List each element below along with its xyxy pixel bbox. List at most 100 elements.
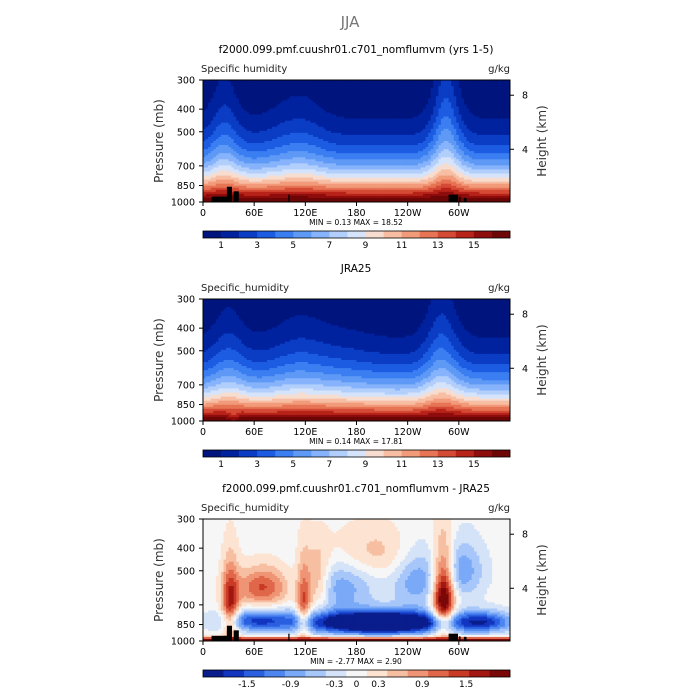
heatmap-cell <box>399 86 403 89</box>
heatmap-cell <box>264 104 268 107</box>
heatmap-cell <box>399 82 403 85</box>
heatmap-cell <box>226 82 229 85</box>
heatmap-cell <box>295 88 299 91</box>
heatmap-cell <box>453 86 457 89</box>
heatmap-cell <box>402 102 406 105</box>
heatmap-cell <box>376 100 380 103</box>
heatmap-cell <box>272 84 276 87</box>
heatmap-cell <box>369 88 373 91</box>
heatmap-cell <box>394 102 398 105</box>
heatmap-cell <box>456 86 460 89</box>
heatmap-cell <box>384 102 388 105</box>
heatmap-cell <box>417 86 421 89</box>
heatmap-cell <box>274 82 278 85</box>
heatmap-cell <box>351 96 355 99</box>
heatmap-cell <box>456 96 460 99</box>
heatmap-cell <box>341 92 345 95</box>
units-label: g/kg <box>488 64 510 75</box>
heatmap-cell <box>236 104 240 107</box>
heatmap-cell <box>238 90 242 93</box>
heatmap-cell <box>313 100 316 103</box>
heatmap-cell <box>379 80 383 83</box>
heatmap-cell <box>261 94 265 97</box>
heatmap-cell <box>269 84 273 87</box>
heatmap-cell <box>205 108 209 111</box>
heatmap-cell <box>274 88 278 91</box>
heatmap-cell <box>356 84 360 87</box>
heatmap-cell <box>466 88 470 91</box>
heatmap-cell <box>405 80 409 83</box>
heatmap-cell <box>382 90 386 93</box>
heatmap-cell <box>489 90 493 93</box>
heatmap-cell <box>341 106 345 109</box>
heatmap-cell <box>423 108 426 111</box>
heatmap-cell <box>433 106 437 109</box>
heatmap-cell <box>353 108 357 111</box>
heatmap-cell <box>264 108 268 111</box>
heatmap-cell <box>394 100 398 103</box>
heatmap-cell <box>282 84 286 87</box>
heatmap-cell <box>307 90 311 93</box>
heatmap-cell <box>486 90 490 93</box>
heatmap-cell <box>502 86 506 89</box>
heatmap-cell <box>410 80 414 83</box>
heatmap-cell <box>399 100 403 103</box>
heatmap-cell <box>259 102 263 105</box>
heatmap-cell <box>251 106 255 109</box>
heatmap-cell <box>325 94 329 97</box>
heatmap-cell <box>220 98 224 101</box>
heatmap-cell <box>295 106 299 109</box>
heatmap-cell <box>289 102 293 105</box>
heatmap-cell <box>397 82 401 85</box>
heatmap-cell <box>282 92 286 95</box>
heatmap-cell <box>466 100 470 103</box>
heatmap-cell <box>238 88 242 91</box>
heatmap-cell <box>428 100 432 103</box>
heatmap-cell <box>461 104 465 107</box>
heatmap-cell <box>330 96 334 99</box>
heatmap-cell <box>346 96 350 99</box>
heatmap-cell <box>274 96 278 99</box>
heatmap-cell <box>203 92 206 95</box>
heatmap-cell <box>461 108 465 111</box>
heatmap-cell <box>338 102 342 105</box>
heatmap-cell <box>292 100 296 103</box>
heatmap-cell <box>453 102 457 105</box>
heatmap-cell <box>266 90 270 93</box>
heatmap-cell <box>425 82 429 85</box>
heatmap-cell <box>397 92 401 95</box>
heatmap-cell <box>228 100 232 103</box>
heatmap-cell <box>246 100 250 103</box>
heatmap-cell <box>264 84 268 87</box>
heatmap-cell <box>471 94 475 97</box>
heatmap-cell <box>397 106 401 109</box>
heatmap-cell <box>208 82 212 85</box>
heatmap-cell <box>305 104 309 107</box>
heatmap-cell <box>374 96 378 99</box>
heatmap-cell <box>348 90 352 93</box>
heatmap-cell <box>428 82 432 85</box>
heatmap-cell <box>330 90 334 93</box>
heatmap-cell <box>481 92 485 95</box>
heatmap-cell <box>492 100 496 103</box>
heatmap-cell <box>289 92 293 95</box>
heatmap-cell <box>476 100 480 103</box>
heatmap-cell <box>502 82 506 85</box>
heatmap-cell <box>507 90 511 93</box>
heatmap-cell <box>451 86 455 89</box>
heatmap-cell <box>213 104 217 107</box>
heatmap-cell <box>440 100 444 103</box>
heatmap-cell <box>499 86 503 89</box>
heatmap-cell <box>407 80 411 83</box>
heatmap-cell <box>466 92 470 95</box>
heatmap-cell <box>376 96 380 99</box>
heatmap-cell <box>438 100 442 103</box>
heatmap-cell <box>479 94 483 97</box>
heatmap-cell <box>479 88 483 91</box>
heatmap-cell <box>307 88 311 91</box>
heatmap-cell <box>228 104 232 107</box>
heatmap-cell <box>208 96 212 99</box>
heatmap-cell <box>274 92 278 95</box>
heatmap-cell <box>474 84 478 87</box>
heatmap-cell <box>210 86 214 89</box>
